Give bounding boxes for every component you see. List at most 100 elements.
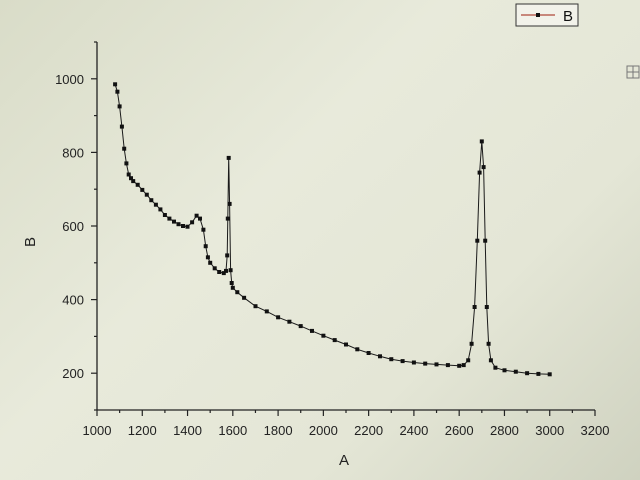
x-tick-label: 2000 bbox=[309, 423, 338, 438]
line-with-square-marker-icon bbox=[521, 13, 555, 17]
data-point bbox=[400, 359, 405, 364]
y-tick-label: 800 bbox=[62, 145, 84, 160]
data-point bbox=[135, 182, 140, 187]
x-tick-label: 3200 bbox=[581, 423, 610, 438]
x-tick-label: 1200 bbox=[128, 423, 157, 438]
x-tick-label: 2400 bbox=[399, 423, 428, 438]
data-point bbox=[477, 170, 482, 175]
y-tick-label: 400 bbox=[62, 293, 84, 308]
data-point bbox=[488, 358, 493, 363]
x-tick-label: 1800 bbox=[264, 423, 293, 438]
data-point bbox=[276, 315, 281, 320]
data-point bbox=[513, 369, 518, 374]
data-point bbox=[486, 341, 491, 346]
data-point bbox=[226, 155, 231, 160]
x-axis-title: A bbox=[339, 452, 349, 469]
data-point bbox=[475, 238, 480, 243]
x-tick-label: 2800 bbox=[490, 423, 519, 438]
data-point bbox=[483, 238, 488, 243]
data-point bbox=[466, 358, 471, 363]
data-point bbox=[547, 372, 552, 377]
data-point bbox=[355, 347, 360, 352]
data-point bbox=[205, 255, 210, 260]
data-point bbox=[122, 146, 127, 151]
data-point bbox=[287, 319, 292, 324]
legend[interactable]: B bbox=[515, 3, 579, 27]
data-point bbox=[201, 227, 206, 232]
data-point bbox=[469, 341, 474, 346]
data-point bbox=[235, 290, 240, 295]
data-point bbox=[225, 253, 230, 258]
data-point bbox=[224, 268, 228, 273]
data-point bbox=[162, 213, 167, 217]
data-point bbox=[126, 172, 131, 177]
y-tick-label: 1000 bbox=[55, 72, 84, 87]
data-point bbox=[344, 342, 348, 347]
x-tick-label: 3000 bbox=[535, 423, 564, 438]
x-tick-label: 2600 bbox=[445, 423, 474, 438]
data-point bbox=[198, 216, 202, 221]
frame-resize-icon[interactable] bbox=[626, 65, 640, 79]
data-point bbox=[208, 260, 213, 265]
data-point bbox=[221, 271, 226, 276]
data-point bbox=[389, 357, 394, 362]
legend-label-b: B bbox=[563, 8, 573, 25]
data-point bbox=[212, 266, 217, 271]
x-tick-label: 1600 bbox=[218, 423, 247, 438]
data-point bbox=[217, 270, 222, 274]
data-point bbox=[144, 192, 149, 197]
data-point bbox=[228, 268, 233, 273]
data-point bbox=[536, 371, 541, 376]
data-point bbox=[242, 295, 247, 300]
y-tick-label: 200 bbox=[62, 366, 84, 381]
data-point bbox=[194, 213, 199, 218]
data-point bbox=[140, 187, 145, 192]
axes: 1000 1200 1400 1600 1800 2000 2200 2400 2600 2800… bbox=[22, 41, 610, 469]
data-point bbox=[457, 363, 462, 368]
data-point bbox=[484, 305, 489, 309]
data-point bbox=[332, 338, 337, 343]
data-point bbox=[253, 304, 258, 309]
data-point bbox=[129, 176, 133, 181]
data-point bbox=[479, 139, 484, 144]
data-point bbox=[481, 165, 486, 170]
data-point bbox=[131, 179, 136, 184]
data-point bbox=[117, 104, 122, 109]
data-series-b bbox=[113, 82, 552, 377]
data-point bbox=[229, 281, 234, 285]
data-point bbox=[472, 305, 477, 309]
y-axis-title: B bbox=[22, 237, 39, 247]
data-point bbox=[181, 224, 185, 228]
data-point bbox=[321, 333, 326, 338]
data-point bbox=[502, 368, 507, 373]
data-point bbox=[185, 224, 190, 229]
data-point bbox=[230, 285, 235, 290]
data-point bbox=[445, 363, 450, 368]
data-point bbox=[434, 362, 439, 367]
data-point bbox=[423, 361, 428, 366]
data-point bbox=[153, 202, 158, 207]
data-point bbox=[298, 324, 303, 329]
x-tick-label: 1400 bbox=[173, 423, 202, 438]
data-point bbox=[172, 219, 176, 224]
data-point bbox=[225, 216, 230, 221]
data-point bbox=[227, 201, 232, 206]
data-point bbox=[264, 309, 269, 314]
data-point bbox=[411, 360, 416, 365]
data-point bbox=[310, 328, 314, 333]
data-point bbox=[113, 82, 118, 87]
data-point bbox=[149, 198, 154, 203]
series-line-b bbox=[114, 84, 550, 375]
data-point bbox=[124, 161, 129, 166]
data-point bbox=[158, 207, 163, 212]
data-point bbox=[366, 351, 371, 355]
x-tick-label: 2200 bbox=[354, 423, 383, 438]
data-point bbox=[378, 354, 382, 359]
data-point bbox=[525, 371, 530, 376]
data-point bbox=[119, 124, 124, 129]
data-point bbox=[115, 89, 120, 94]
data-point bbox=[167, 216, 172, 221]
data-point bbox=[176, 222, 181, 227]
